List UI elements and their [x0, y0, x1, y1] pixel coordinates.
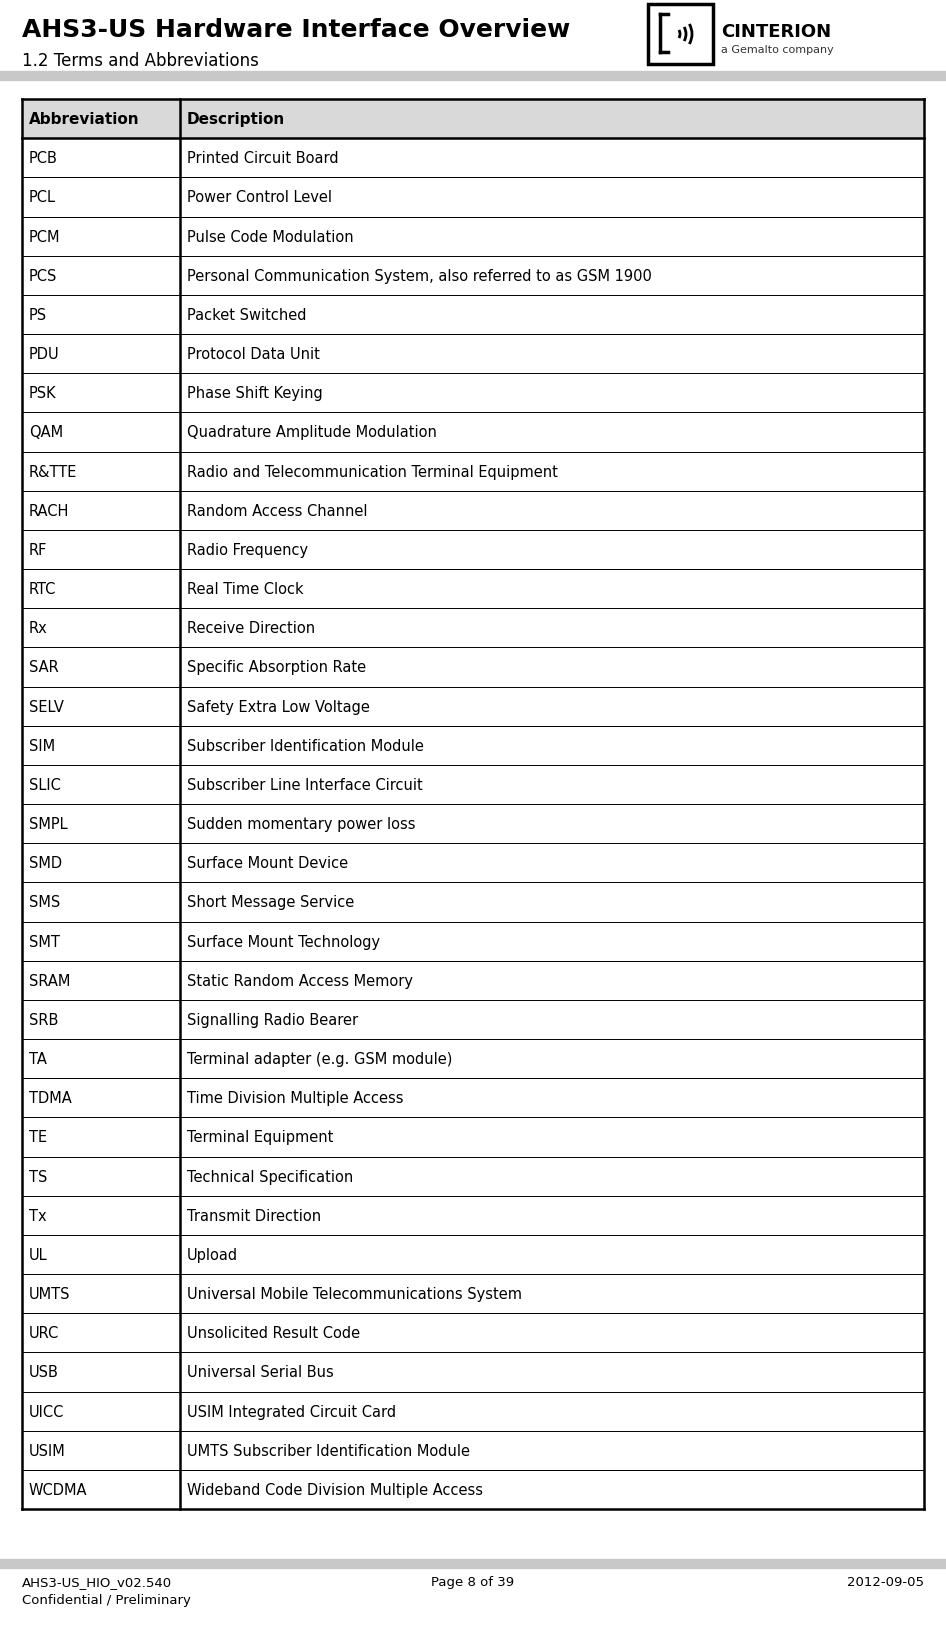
Text: Packet Switched: Packet Switched — [187, 308, 307, 323]
Text: PCM: PCM — [29, 229, 61, 244]
Text: Real Time Clock: Real Time Clock — [187, 582, 304, 597]
Text: PCL: PCL — [29, 190, 56, 205]
Text: URC: URC — [29, 1326, 60, 1341]
Text: TA: TA — [29, 1052, 47, 1067]
Text: Wideband Code Division Multiple Access: Wideband Code Division Multiple Access — [187, 1482, 482, 1496]
Text: Short Message Service: Short Message Service — [187, 895, 354, 910]
Text: Signalling Radio Bearer: Signalling Radio Bearer — [187, 1013, 358, 1028]
Text: UMTS Subscriber Identification Module: UMTS Subscriber Identification Module — [187, 1442, 470, 1457]
Text: Technical Specification: Technical Specification — [187, 1169, 353, 1183]
Text: Pulse Code Modulation: Pulse Code Modulation — [187, 229, 354, 244]
Text: UMTS: UMTS — [29, 1287, 71, 1301]
Text: 2012-09-05: 2012-09-05 — [847, 1575, 924, 1588]
Text: Phase Shift Keying: Phase Shift Keying — [187, 387, 323, 402]
Text: Terminal adapter (e.g. GSM module): Terminal adapter (e.g. GSM module) — [187, 1052, 452, 1067]
Text: Sudden momentary power loss: Sudden momentary power loss — [187, 816, 415, 831]
Text: Subscriber Line Interface Circuit: Subscriber Line Interface Circuit — [187, 777, 423, 792]
Text: RF: RF — [29, 543, 47, 557]
Text: Radio Frequency: Radio Frequency — [187, 543, 308, 557]
Text: Universal Mobile Telecommunications System: Universal Mobile Telecommunications Syst… — [187, 1287, 522, 1301]
Text: SMD: SMD — [29, 856, 62, 870]
Text: Terminal Equipment: Terminal Equipment — [187, 1129, 333, 1144]
Text: USIM: USIM — [29, 1442, 66, 1457]
Text: UL: UL — [29, 1247, 47, 1262]
Text: WCDMA: WCDMA — [29, 1482, 87, 1496]
Text: Upload: Upload — [187, 1247, 238, 1262]
Text: TE: TE — [29, 1129, 47, 1144]
Text: TDMA: TDMA — [29, 1090, 72, 1106]
Text: Page 8 of 39: Page 8 of 39 — [431, 1575, 515, 1588]
Text: AHS3-US Hardware Interface Overview: AHS3-US Hardware Interface Overview — [22, 18, 570, 43]
Text: SIM: SIM — [29, 738, 55, 754]
Text: SRAM: SRAM — [29, 974, 70, 988]
Text: Surface Mount Technology: Surface Mount Technology — [187, 934, 380, 949]
Text: SMT: SMT — [29, 934, 60, 949]
Text: SMS: SMS — [29, 895, 61, 910]
Text: AHS3-US_HIO_v02.540: AHS3-US_HIO_v02.540 — [22, 1575, 172, 1588]
Text: Rx: Rx — [29, 621, 47, 636]
Text: Protocol Data Unit: Protocol Data Unit — [187, 347, 320, 362]
Text: Subscriber Identification Module: Subscriber Identification Module — [187, 738, 424, 754]
Text: Safety Extra Low Voltage: Safety Extra Low Voltage — [187, 700, 370, 715]
Text: SLIC: SLIC — [29, 777, 61, 792]
Text: Power Control Level: Power Control Level — [187, 190, 332, 205]
Text: RACH: RACH — [29, 503, 69, 518]
Bar — [22, 100, 924, 139]
Text: Radio and Telecommunication Terminal Equipment: Radio and Telecommunication Terminal Equ… — [187, 464, 558, 479]
Text: QAM: QAM — [29, 425, 63, 441]
Text: Transmit Direction: Transmit Direction — [187, 1208, 321, 1223]
Text: Receive Direction: Receive Direction — [187, 621, 315, 636]
Text: UICC: UICC — [29, 1403, 64, 1419]
Text: USIM Integrated Circuit Card: USIM Integrated Circuit Card — [187, 1403, 396, 1419]
Text: PCS: PCS — [29, 269, 58, 284]
Text: Universal Serial Bus: Universal Serial Bus — [187, 1365, 334, 1380]
Text: Confidential / Preliminary: Confidential / Preliminary — [22, 1593, 191, 1606]
Bar — [648, 5, 713, 66]
Text: R&TTE: R&TTE — [29, 464, 78, 479]
Text: PS: PS — [29, 308, 47, 323]
Text: Abbreviation: Abbreviation — [29, 111, 140, 126]
Text: RTC: RTC — [29, 582, 57, 597]
Text: Specific Absorption Rate: Specific Absorption Rate — [187, 661, 366, 675]
Text: CINTERION: CINTERION — [721, 23, 832, 41]
Text: Tx: Tx — [29, 1208, 46, 1223]
Text: SMPL: SMPL — [29, 816, 67, 831]
Text: Static Random Access Memory: Static Random Access Memory — [187, 974, 412, 988]
Text: TS: TS — [29, 1169, 47, 1183]
Text: PSK: PSK — [29, 387, 57, 402]
Text: Random Access Channel: Random Access Channel — [187, 503, 367, 518]
Text: Printed Circuit Board: Printed Circuit Board — [187, 151, 339, 166]
Text: a Gemalto company: a Gemalto company — [721, 44, 833, 56]
Text: Time Division Multiple Access: Time Division Multiple Access — [187, 1090, 403, 1106]
Text: PCB: PCB — [29, 151, 58, 166]
Text: 1.2 Terms and Abbreviations: 1.2 Terms and Abbreviations — [22, 52, 259, 70]
Text: Surface Mount Device: Surface Mount Device — [187, 856, 348, 870]
Text: USB: USB — [29, 1365, 59, 1380]
Text: SELV: SELV — [29, 700, 64, 715]
Text: Personal Communication System, also referred to as GSM 1900: Personal Communication System, also refe… — [187, 269, 652, 284]
Text: SAR: SAR — [29, 661, 59, 675]
Text: SRB: SRB — [29, 1013, 59, 1028]
Text: Description: Description — [187, 111, 285, 126]
Text: Unsolicited Result Code: Unsolicited Result Code — [187, 1326, 360, 1341]
Text: Quadrature Amplitude Modulation: Quadrature Amplitude Modulation — [187, 425, 437, 441]
Text: PDU: PDU — [29, 347, 60, 362]
